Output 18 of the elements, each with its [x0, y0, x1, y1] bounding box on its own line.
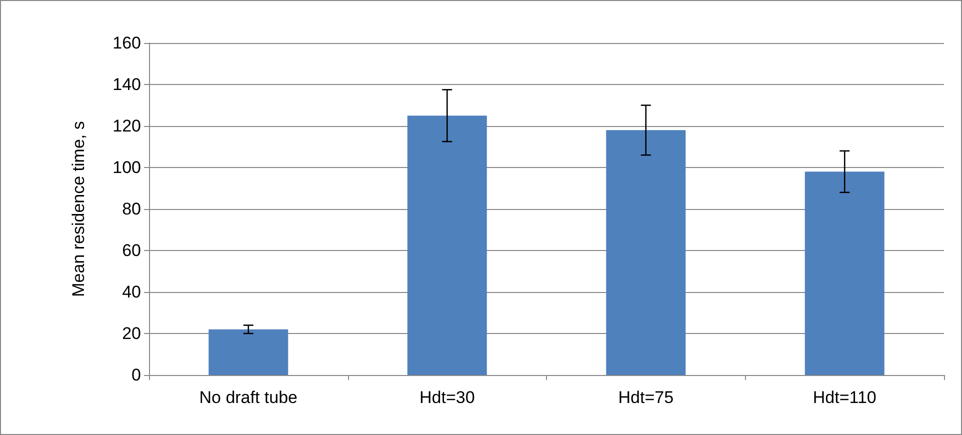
- bar: [606, 130, 686, 375]
- y-tick-label: 0: [132, 366, 141, 384]
- y-tick-label: 120: [112, 116, 141, 136]
- y-tick-label: 80: [122, 200, 141, 218]
- bar: [208, 329, 288, 375]
- y-tick-label: 140: [112, 75, 141, 94]
- x-tick-label: Hdt=75: [618, 388, 674, 407]
- y-tick-label: 160: [112, 34, 141, 52]
- y-axis-title: Mean residence time, s: [69, 121, 88, 297]
- bar: [804, 172, 884, 375]
- y-tick-label: 20: [122, 324, 141, 343]
- x-tick-label: No draft tube: [199, 388, 298, 407]
- y-tick-label: 60: [122, 241, 141, 260]
- x-tick-label: Hdt=110: [812, 388, 876, 407]
- y-tick-label: 100: [112, 158, 141, 177]
- y-tick-label: 40: [122, 282, 141, 302]
- x-tick-label: Hdt=30: [419, 388, 475, 407]
- bar: [407, 116, 487, 375]
